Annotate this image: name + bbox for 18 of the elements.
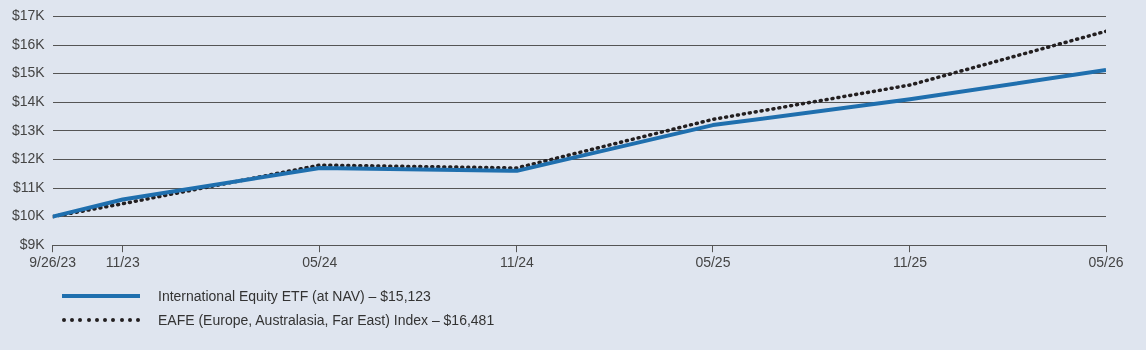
y-tick-label: $15K	[11, 64, 46, 81]
y-tick-label: $13K	[11, 121, 46, 138]
y-tick-label: $9K	[19, 236, 46, 253]
legend-label: International Equity ETF (at NAV) – $15,123	[158, 288, 431, 304]
legend-label: EAFE (Europe, Australasia, Far East) Index – $16,481	[158, 312, 495, 328]
y-tick-label: $14K	[11, 93, 46, 110]
x-tick-label: 9/26/23	[29, 254, 77, 271]
x-tick-label: 11/23	[105, 254, 140, 271]
y-tick-label: $10K	[11, 207, 46, 224]
x-tick-label: 05/25	[695, 254, 731, 271]
y-tick-label: $11K	[13, 178, 46, 195]
x-tick-label: 05/26	[1088, 254, 1124, 271]
x-tick-label: 11/24	[499, 254, 535, 271]
y-tick-label: $17K	[11, 7, 46, 24]
y-tick-label: $12K	[11, 150, 46, 167]
x-tick-label: 05/24	[302, 254, 338, 271]
y-tick-label: $16K	[11, 35, 46, 52]
x-tick-label: 11/25	[892, 254, 928, 271]
